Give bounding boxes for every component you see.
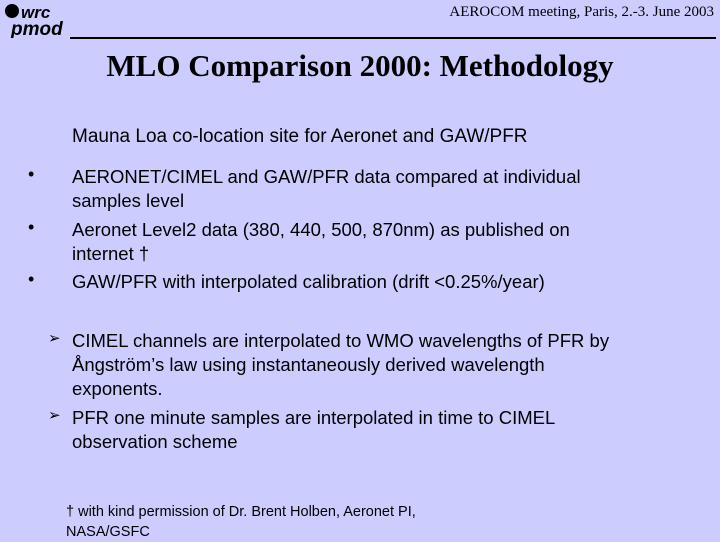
- bullet-1-line1: AERONET/CIMEL and GAW/PFR data compared …: [72, 166, 581, 187]
- footnote-line1: † with kind permission of Dr. Brent Holb…: [66, 504, 416, 520]
- arrow-1-line1: CIMEL channels are interpolated to WMO w…: [72, 330, 610, 351]
- bullet-icon: •: [28, 269, 35, 289]
- bullet-2-line1: Aeronet Level2 data (380, 440, 500, 870n…: [72, 219, 570, 240]
- svg-text:wrc: wrc: [21, 3, 51, 22]
- bullet-icon: •: [28, 217, 35, 237]
- bullet-3-line1: GAW/PFR with interpolated calibration (d…: [72, 271, 545, 292]
- footnote-line2: NASA/GSFC: [66, 524, 150, 540]
- arrow-bullet-icon: ➢: [48, 407, 61, 424]
- bullet-1-line2: samples level: [72, 190, 185, 211]
- meeting-label: AEROCOM meeting, Paris, 2.-3. June 2003: [449, 4, 714, 20]
- arrow-2-line2: observation scheme: [72, 431, 238, 452]
- header-rule: [70, 37, 716, 39]
- svg-text:pmod: pmod: [10, 19, 63, 38]
- arrow-1-line3: exponents.: [72, 378, 163, 399]
- slide-title: MLO Comparison 2000: Methodology: [106, 48, 614, 83]
- bullet-icon: •: [28, 164, 35, 184]
- arrow-bullet-icon: ➢: [48, 330, 61, 347]
- footnote: † with kind permission of Dr. Brent Holb…: [66, 502, 416, 542]
- wrc-pmod-logo: wrc pmod: [4, 2, 70, 40]
- bullet-2-line2: internet †: [72, 243, 150, 264]
- arrow-2-line1: PFR one minute samples are interpolated …: [72, 407, 556, 428]
- arrow-1-line2: Ångström’s law using instantaneously der…: [72, 354, 545, 375]
- subtitle: Mauna Loa co-location site for Aeronet a…: [72, 126, 528, 147]
